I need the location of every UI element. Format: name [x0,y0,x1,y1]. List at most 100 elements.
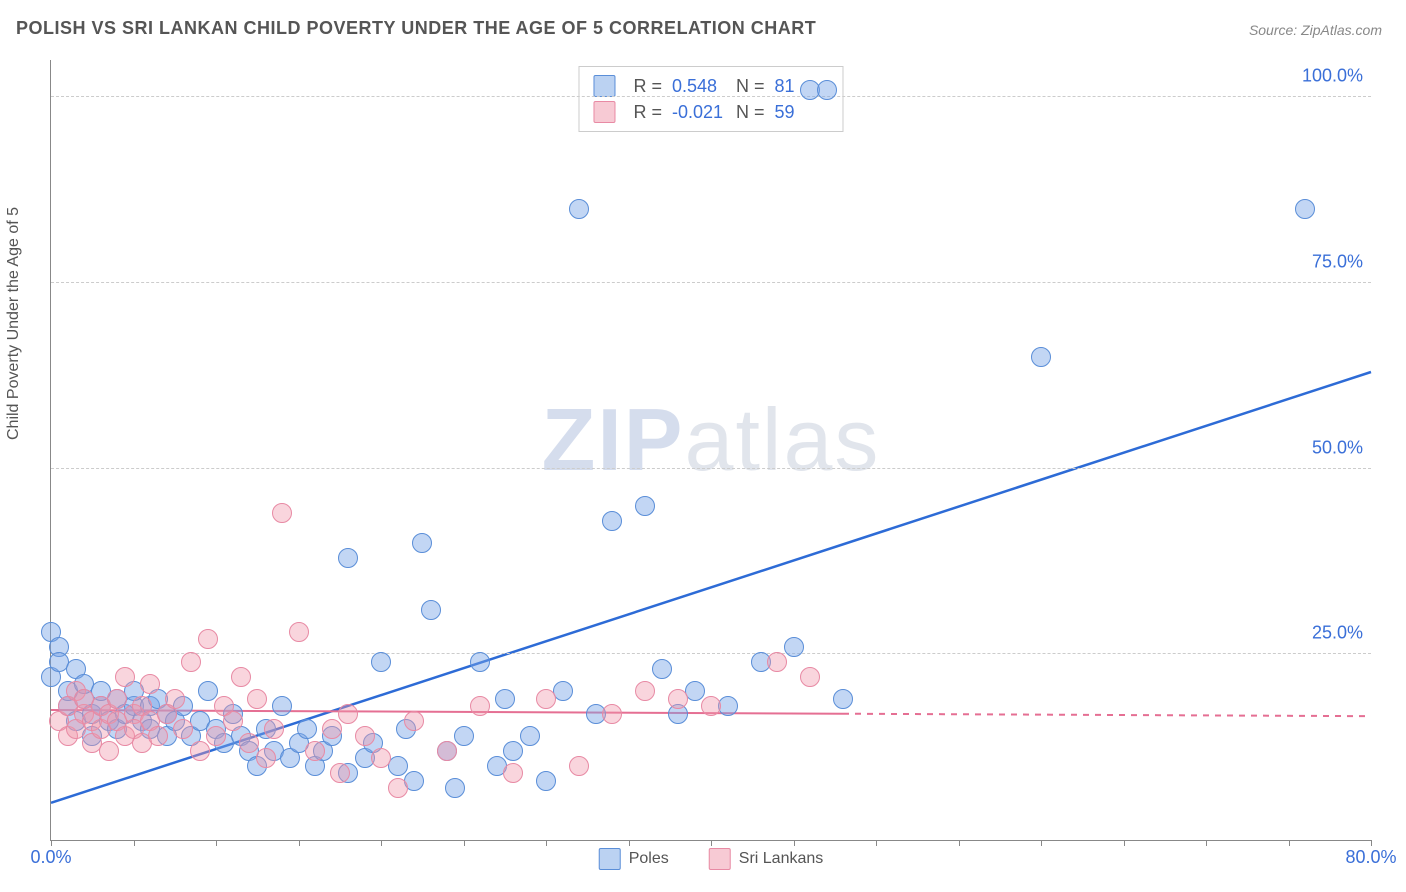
stats-row: R =0.548N =81 [593,73,828,99]
n-label: N = [736,73,765,99]
stats-swatch [593,75,615,97]
data-point-sri_lankans [470,696,490,716]
stats-row: R = -0.021 N = 59 [593,99,828,125]
r-value: -0.021 [672,99,726,125]
data-point-sri_lankans [181,652,201,672]
data-point-poles [652,659,672,679]
data-point-sri_lankans [602,704,622,724]
legend-swatch [599,848,621,870]
data-point-sri_lankans [256,748,276,768]
data-point-poles [833,689,853,709]
data-point-poles [1295,199,1315,219]
data-point-sri_lankans [198,629,218,649]
x-tick [464,840,465,846]
x-tick [299,840,300,846]
data-point-sri_lankans [569,756,589,776]
y-tick-label: 25.0% [1312,623,1363,644]
legend-item: Sri Lankans [709,848,824,870]
data-point-poles [412,533,432,553]
data-point-poles [817,80,837,100]
legend-item: Poles [599,848,669,870]
data-point-sri_lankans [437,741,457,761]
data-point-sri_lankans [668,689,688,709]
r-value: 0.548 [672,73,726,99]
stats-swatch [593,101,615,123]
data-point-sri_lankans [322,719,342,739]
data-point-sri_lankans [231,667,251,687]
x-tick [959,840,960,846]
x-tick [51,840,52,846]
x-tick [1041,840,1042,846]
data-point-sri_lankans [635,681,655,701]
x-tick [134,840,135,846]
data-point-sri_lankans [165,689,185,709]
data-point-sri_lankans [173,719,193,739]
y-tick-label: 50.0% [1312,437,1363,458]
data-point-poles [470,652,490,672]
data-point-poles [784,637,804,657]
trend-lines [51,60,1371,840]
data-point-poles [495,689,515,709]
data-point-sri_lankans [107,689,127,709]
watermark: ZIPatlas [542,389,881,491]
x-tick-label: 0.0% [30,847,71,868]
data-point-sri_lankans [140,674,160,694]
data-point-sri_lankans [388,778,408,798]
chart-title: POLISH VS SRI LANKAN CHILD POVERTY UNDER… [16,18,816,39]
r-label: R = [633,73,662,99]
data-point-poles [297,719,317,739]
data-point-poles [338,548,358,568]
data-point-sri_lankans [536,689,556,709]
data-point-sri_lankans [239,733,259,753]
data-point-sri_lankans [99,741,119,761]
y-tick-label: 100.0% [1302,66,1363,87]
plot-area: ZIPatlas R =0.548N =81R =-0.021N =59 Pol… [50,60,1371,841]
data-point-sri_lankans [355,726,375,746]
data-point-poles [198,681,218,701]
data-point-poles [454,726,474,746]
data-point-sri_lankans [206,726,226,746]
gridline [51,653,1371,654]
data-point-sri_lankans [223,711,243,731]
data-point-poles [569,199,589,219]
x-tick [1206,840,1207,846]
data-point-sri_lankans [305,741,325,761]
data-point-sri_lankans [338,704,358,724]
n-value: 59 [775,99,829,125]
data-point-sri_lankans [264,719,284,739]
x-tick [381,840,382,846]
data-point-sri_lankans [272,503,292,523]
data-point-sri_lankans [371,748,391,768]
x-tick [629,840,630,846]
data-point-sri_lankans [800,667,820,687]
x-tick [1124,840,1125,846]
gridline [51,96,1371,97]
x-tick [1371,840,1372,846]
x-tick [546,840,547,846]
data-point-sri_lankans [330,763,350,783]
data-point-poles [536,771,556,791]
data-point-poles [371,652,391,672]
stats-legend-box: R =0.548N =81R =-0.021N =59 [578,66,843,132]
data-point-sri_lankans [503,763,523,783]
data-point-sri_lankans [190,741,210,761]
legend-swatch [709,848,731,870]
data-point-poles [520,726,540,746]
source-attribution: Source: ZipAtlas.com [1249,22,1382,38]
data-point-poles [272,696,292,716]
chart-container: POLISH VS SRI LANKAN CHILD POVERTY UNDER… [0,0,1406,892]
data-point-poles [445,778,465,798]
gridline [51,282,1371,283]
x-tick-label: 80.0% [1345,847,1396,868]
data-point-poles [421,600,441,620]
n-label: N = [736,99,765,125]
data-point-sri_lankans [148,726,168,746]
legend-label: Sri Lankans [739,850,824,867]
r-label: R = [633,99,662,125]
data-point-poles [503,741,523,761]
data-point-poles [1031,347,1051,367]
y-axis-title: Child Poverty Under the Age of 5 [5,207,23,440]
x-tick [216,840,217,846]
data-point-poles [635,496,655,516]
data-point-poles [602,511,622,531]
